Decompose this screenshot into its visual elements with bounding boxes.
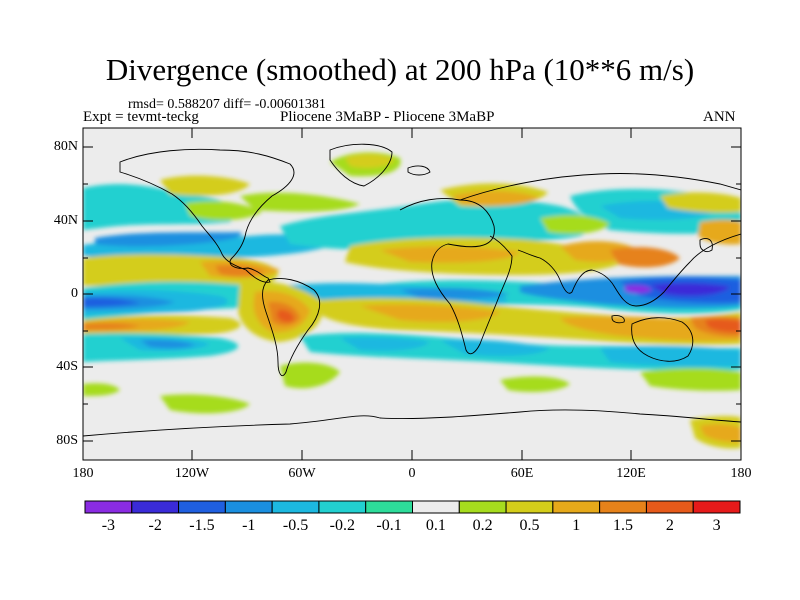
colorbar-label: 0.1 (425, 517, 446, 534)
europe-africa-coast (399, 198, 513, 355)
field-patch (95, 232, 242, 247)
field-patch (698, 219, 741, 245)
colorbar-box (599, 500, 647, 514)
colorbar-label: -0.2 (329, 517, 355, 534)
lon-label-0: 0 (408, 466, 416, 481)
field-patch (83, 297, 140, 307)
lat-label-40n: 40N (53, 213, 78, 228)
axis-ticks (83, 128, 741, 460)
field-patch (650, 283, 730, 296)
colorbar-box (365, 500, 413, 514)
greenland-coast (329, 143, 393, 187)
lat-label-40s: 40S (56, 359, 78, 374)
colorbar-box (131, 500, 180, 514)
colorbar-label: 1.5 (613, 517, 634, 534)
field-patch (640, 368, 741, 391)
field-patch (160, 175, 250, 196)
stats-text: rmsd= 0.588207 diff= -0.00601381 (128, 97, 326, 112)
lat-label-0: 0 (71, 286, 78, 301)
field-patch (345, 154, 395, 168)
australia-coast (631, 317, 694, 362)
lon-label-60w: 60W (288, 466, 316, 481)
divergence-field (83, 128, 741, 460)
field-patch (700, 424, 741, 443)
experiment-label: Expt = tevmt-teckg (83, 109, 199, 125)
lat-label-80n: 80N (53, 139, 78, 154)
field-patch (360, 304, 500, 322)
colorbar-box (692, 500, 741, 514)
field-patch (660, 192, 741, 213)
field-patch (625, 285, 652, 294)
colorbar-box (645, 500, 694, 514)
lon-label-120w: 120W (174, 466, 210, 481)
colorbar-label: 2 (665, 517, 674, 534)
field-patch (280, 198, 591, 250)
case-label: Pliocene 3MaBP - Pliocene 3MaBP (280, 109, 495, 125)
iceland-coast (407, 165, 431, 176)
field-patch (500, 376, 570, 392)
antarctica-coast (83, 409, 741, 437)
field-patch (185, 201, 262, 221)
field-patch (215, 264, 265, 277)
field-patch (280, 362, 340, 389)
field-patch (83, 383, 120, 396)
colorbar-box (318, 500, 367, 514)
field-patch (160, 394, 250, 414)
colorbar-label: 0.2 (472, 517, 493, 534)
colorbar-box (84, 500, 133, 514)
colorbar-box (412, 500, 460, 514)
plot-title: Divergence (smoothed) at 200 hPa (10**6 … (105, 52, 695, 87)
island-coast (611, 315, 625, 324)
lon-label-60e: 60E (510, 466, 534, 481)
field-patch (277, 309, 294, 323)
lon-label-180e: 180 (730, 466, 752, 481)
colorbar-box (178, 500, 226, 514)
japan-coast (699, 238, 713, 253)
colorbar-label: -0.1 (376, 517, 402, 534)
field-patch (380, 246, 520, 263)
field-patch (400, 287, 510, 300)
colorbar-label: 3 (712, 517, 721, 534)
colorbar-label: -2 (148, 517, 162, 534)
colorbar-label: -1 (242, 517, 256, 534)
colorbar-box (271, 500, 320, 514)
season-label: ANN (703, 109, 736, 125)
south-america-coast (262, 278, 321, 376)
field-patch (340, 337, 430, 351)
field-patch (83, 322, 140, 330)
colorbar-box (458, 500, 507, 514)
coastlines (83, 143, 741, 437)
lon-label-120e: 120E (616, 466, 646, 481)
asia-coast (459, 173, 741, 307)
field-patch (600, 345, 741, 367)
field-patch (140, 339, 195, 349)
north-america-coast (119, 148, 295, 283)
colorbar-label: -3 (101, 517, 116, 534)
lat-label-80s: 80S (56, 433, 78, 448)
colorbar-box (505, 500, 554, 514)
field-patch (705, 319, 741, 333)
colorbar (84, 500, 741, 514)
field-patch (540, 215, 610, 234)
colorbar-box (552, 500, 601, 514)
field-patch (610, 247, 680, 268)
colorbar-label: 1 (572, 517, 581, 534)
colorbar-label: 0.5 (519, 517, 540, 534)
lon-label-180w: 180 (72, 466, 94, 481)
colorbar-label: -1.5 (189, 517, 215, 534)
colorbar-label: -0.5 (282, 517, 309, 534)
colorbar-box (224, 500, 273, 514)
